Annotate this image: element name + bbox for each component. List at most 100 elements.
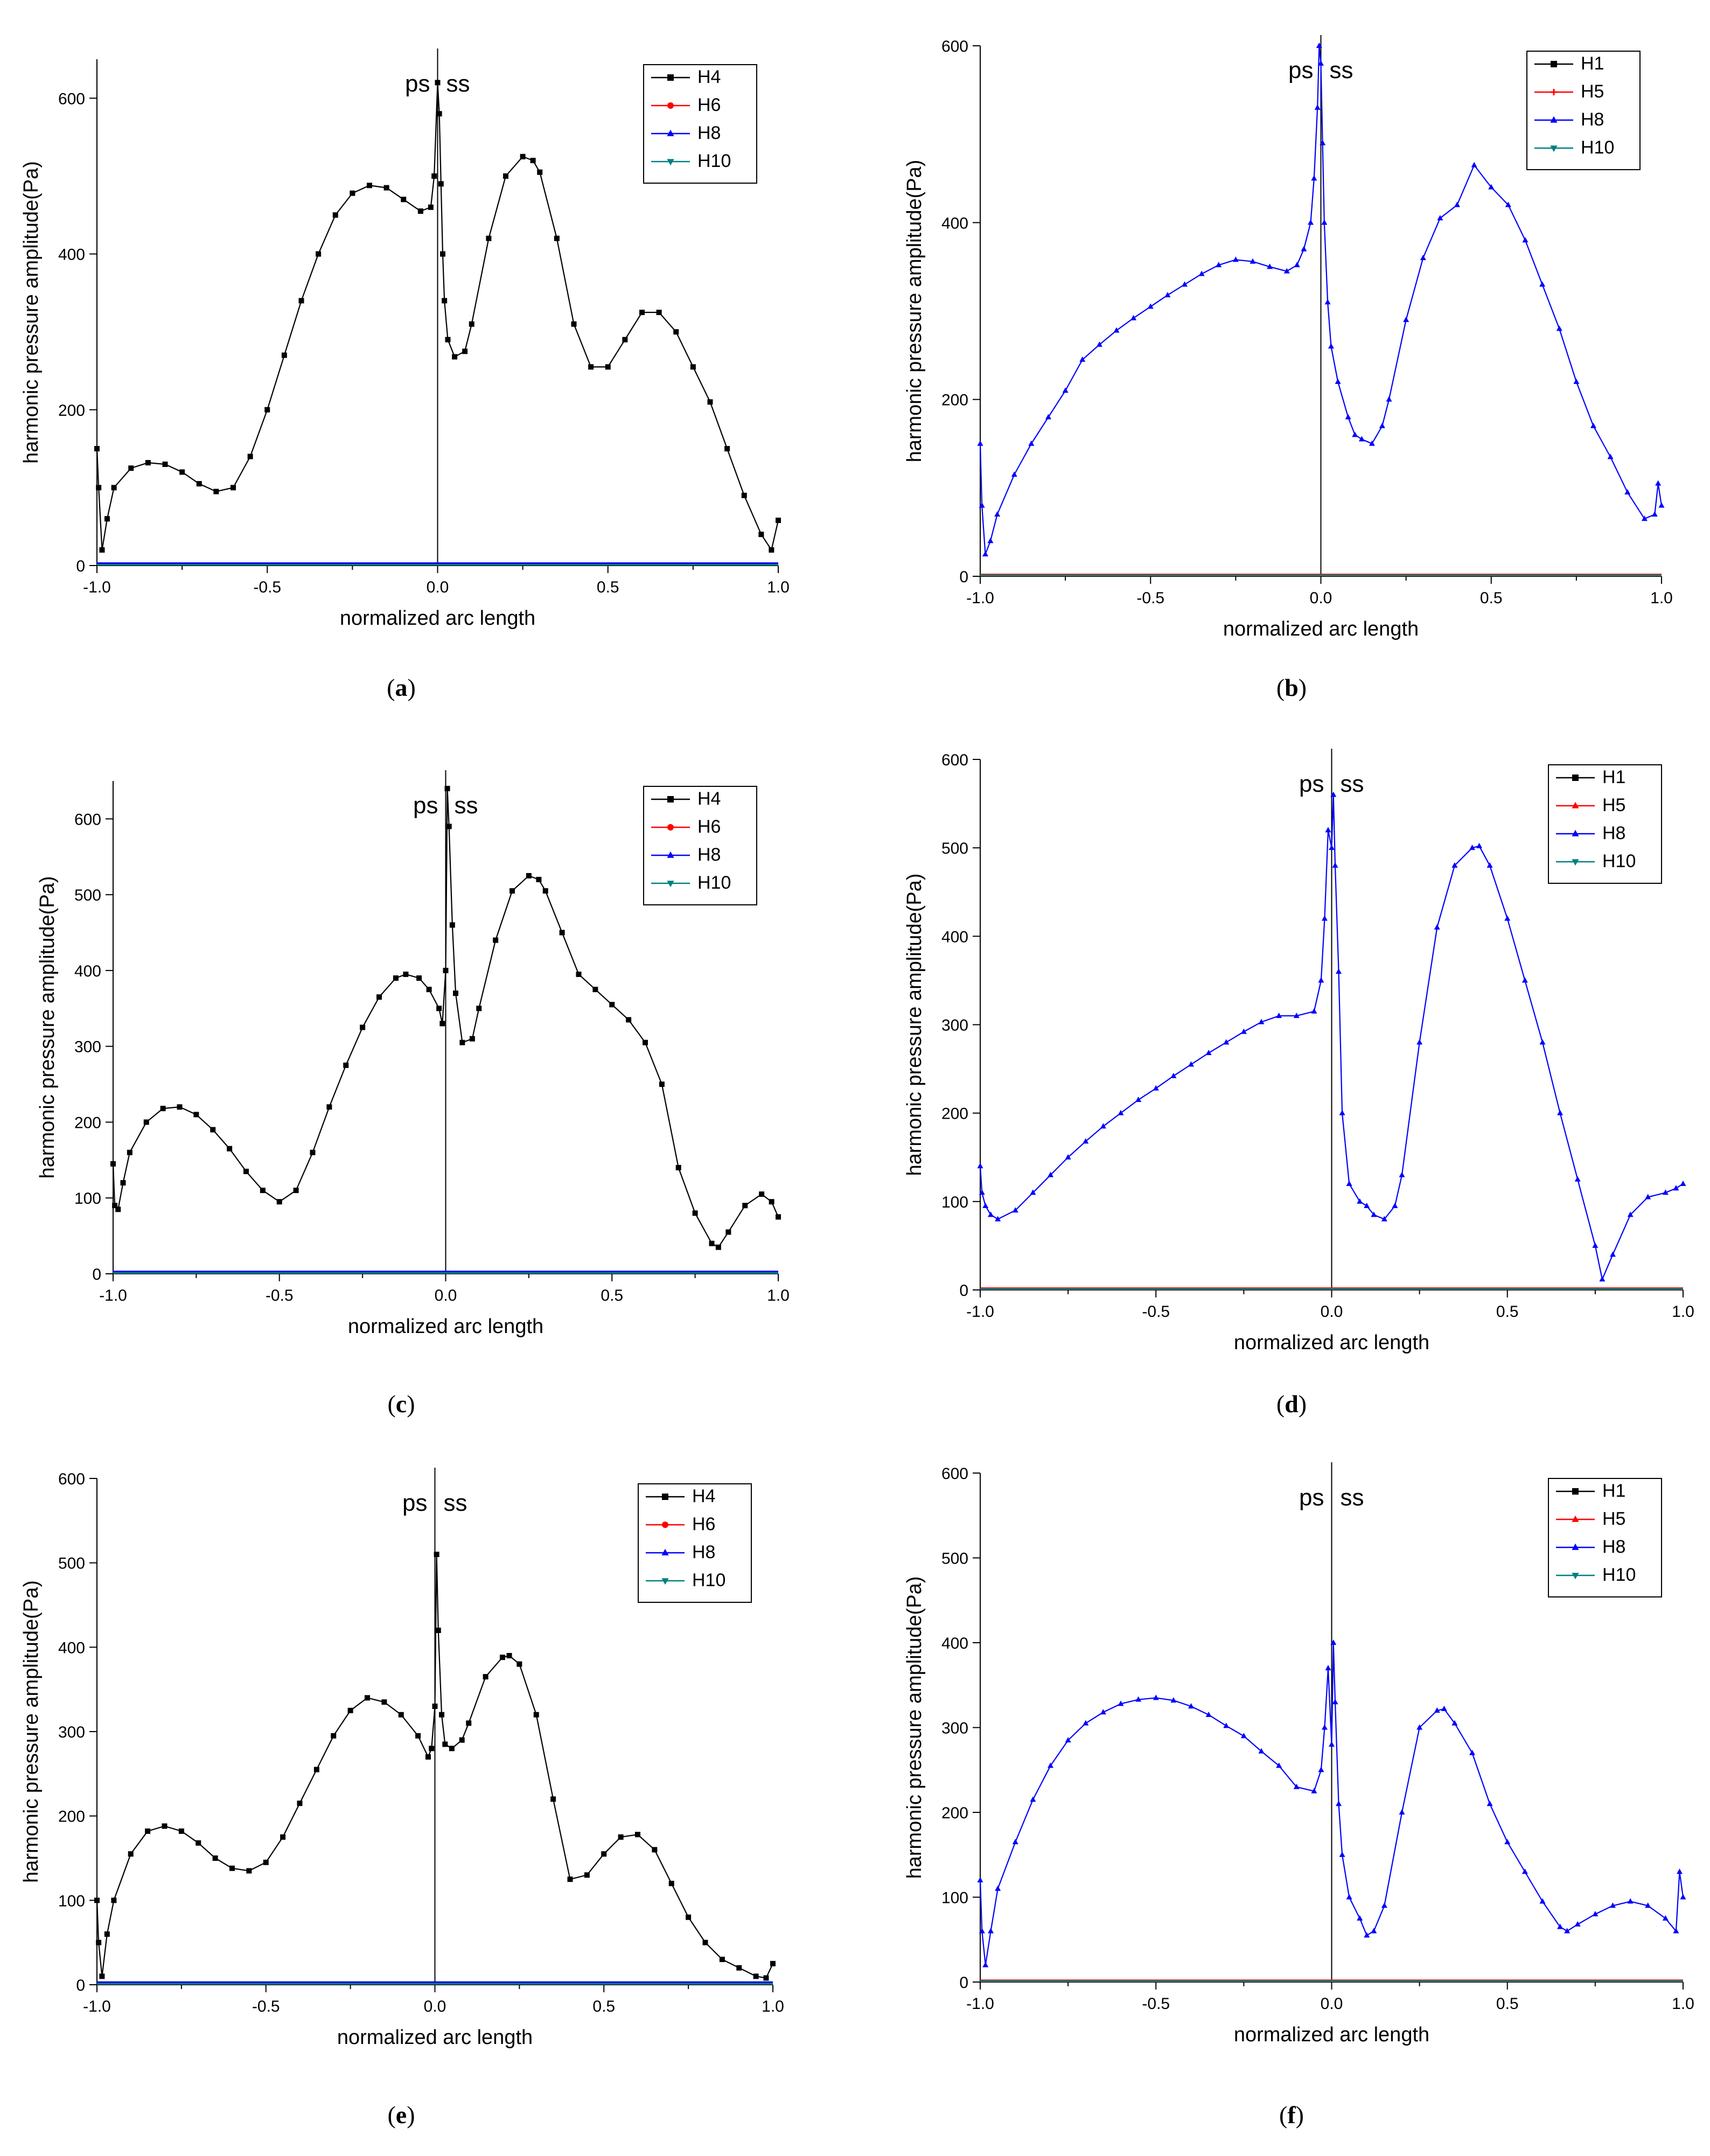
data-point-H4-a bbox=[94, 446, 100, 452]
x-tick-label-e: 1.0 bbox=[762, 1998, 784, 2015]
y-tick-label-f: 600 bbox=[941, 1465, 968, 1483]
data-point-H4-a bbox=[179, 469, 185, 475]
data-point-H4-e bbox=[162, 1823, 167, 1829]
data-point-H4-a bbox=[439, 251, 445, 257]
caption-f: (f) bbox=[1279, 2101, 1304, 2129]
legend-marker-H6-e bbox=[662, 1522, 668, 1528]
legend-box-f bbox=[1548, 1478, 1662, 1597]
data-point-H4-e bbox=[753, 1973, 759, 1979]
data-point-H8-b bbox=[1324, 299, 1331, 305]
data-point-H8-d bbox=[1434, 924, 1440, 930]
data-point-H4-a bbox=[571, 321, 577, 327]
data-point-H4-a bbox=[428, 204, 434, 210]
data-point-H4-c bbox=[193, 1112, 199, 1118]
data-point-H8-d bbox=[988, 1211, 994, 1217]
data-point-H8-f bbox=[1610, 1902, 1616, 1908]
data-point-H8-b bbox=[1147, 303, 1154, 309]
data-point-H4-e bbox=[313, 1767, 319, 1773]
data-point-H8-f bbox=[1627, 1898, 1634, 1904]
data-point-H8-b bbox=[1624, 489, 1631, 495]
data-point-H4-e bbox=[442, 1741, 448, 1747]
data-point-H4-c bbox=[426, 987, 432, 993]
data-point-H8-f bbox=[1504, 1839, 1511, 1845]
x-tick-label-c: -1.0 bbox=[99, 1287, 127, 1304]
data-point-H8-b bbox=[1232, 256, 1239, 262]
data-point-H8-d bbox=[1240, 1028, 1247, 1034]
data-point-H8-b bbox=[1311, 175, 1317, 181]
data-point-H8-d bbox=[1336, 968, 1342, 974]
x-tick-label-c: 0.5 bbox=[601, 1287, 623, 1304]
data-point-H4-e bbox=[229, 1865, 235, 1871]
data-point-H4-a bbox=[111, 485, 117, 491]
data-point-H4-c bbox=[326, 1104, 332, 1110]
data-point-H8-d bbox=[1311, 1008, 1317, 1014]
data-point-H8-b bbox=[1454, 201, 1460, 207]
data-point-H4-c bbox=[210, 1127, 216, 1133]
legend-box-c bbox=[643, 786, 757, 905]
annotation-ss-c: ss bbox=[455, 792, 478, 819]
data-point-H8-d bbox=[1205, 1050, 1212, 1056]
data-point-H8-d bbox=[1451, 862, 1458, 868]
data-point-H8-b bbox=[1345, 414, 1351, 420]
data-point-H4-a bbox=[438, 181, 444, 187]
data-point-H4-e bbox=[702, 1939, 708, 1945]
legend-label-H8-a: H8 bbox=[697, 123, 721, 143]
x-tick-label-a: -1.0 bbox=[83, 578, 111, 596]
legend-marker-H10-a bbox=[667, 159, 674, 166]
x-tick-label-c: -0.5 bbox=[266, 1287, 294, 1304]
data-point-H4-c bbox=[444, 786, 450, 792]
legend-label-H6-c: H6 bbox=[697, 817, 721, 837]
data-point-H4-a bbox=[316, 251, 322, 257]
legend-label-H5-d: H5 bbox=[1602, 795, 1625, 815]
y-tick-label-b: 600 bbox=[941, 38, 968, 55]
legend-marker-H5-b bbox=[1551, 89, 1557, 95]
data-point-H4-a bbox=[128, 465, 134, 471]
legend-label-H4-e: H4 bbox=[692, 1486, 715, 1506]
caption-letter-f: f bbox=[1287, 2101, 1296, 2129]
legend-marker-H6-a bbox=[667, 102, 674, 109]
data-point-H4-e bbox=[736, 1965, 742, 1971]
y-tick-label-c: 600 bbox=[74, 811, 101, 828]
data-point-H4-e bbox=[99, 1973, 105, 1979]
x-tick-label-d: 0.5 bbox=[1496, 1303, 1519, 1321]
annotation-ps-a: ps bbox=[405, 71, 430, 97]
data-point-H8-f bbox=[1486, 1801, 1493, 1806]
annotation-ss-e: ss bbox=[444, 1490, 467, 1516]
y-tick-label-f: 100 bbox=[941, 1889, 968, 1907]
data-point-H8-b bbox=[1658, 502, 1665, 508]
data-point-H4-c bbox=[609, 1002, 615, 1008]
data-point-H4-c bbox=[416, 975, 422, 981]
data-point-H8-b bbox=[1320, 139, 1326, 145]
data-point-H4-a bbox=[436, 111, 442, 117]
data-point-H4-a bbox=[445, 337, 451, 343]
annotation-ps-e: ps bbox=[402, 1490, 427, 1516]
y-axis-label-e: harmonic pressure amplitude(Pa) bbox=[20, 1580, 43, 1883]
legend-d: H1 H5 H8 H10 bbox=[1548, 764, 1662, 884]
data-point-H8-f bbox=[1557, 1923, 1564, 1929]
data-point-H8-d bbox=[1223, 1039, 1230, 1045]
data-point-H4-a bbox=[462, 348, 468, 354]
legend-label-H10-f: H10 bbox=[1602, 1565, 1636, 1585]
y-tick-label-b: 0 bbox=[959, 568, 968, 586]
data-point-H4-e bbox=[533, 1712, 539, 1718]
data-point-H8-d bbox=[1339, 1110, 1345, 1115]
data-point-H8-b bbox=[1316, 43, 1322, 48]
data-point-H4-c bbox=[276, 1199, 282, 1205]
y-tick-label-a: 400 bbox=[58, 246, 85, 264]
legend-marker-H4-c bbox=[667, 796, 674, 803]
data-point-H4-a bbox=[298, 298, 304, 304]
data-point-H4-e bbox=[550, 1796, 556, 1802]
legend-e: H4 H6 H8 H10 bbox=[638, 1483, 752, 1603]
annotation-ps-c: ps bbox=[413, 792, 438, 819]
data-point-H8-b bbox=[1403, 316, 1409, 322]
annotation-ps-d: ps bbox=[1299, 771, 1324, 797]
data-point-H4-e bbox=[425, 1754, 431, 1760]
data-point-H8-b bbox=[1250, 258, 1256, 264]
data-point-H8-b bbox=[994, 511, 1001, 517]
data-point-H4-c bbox=[493, 937, 499, 943]
data-point-H4-c bbox=[509, 888, 515, 894]
data-point-H8-f bbox=[1399, 1809, 1405, 1815]
data-point-H4-c bbox=[376, 994, 382, 1000]
data-point-H4-c bbox=[476, 1006, 482, 1011]
